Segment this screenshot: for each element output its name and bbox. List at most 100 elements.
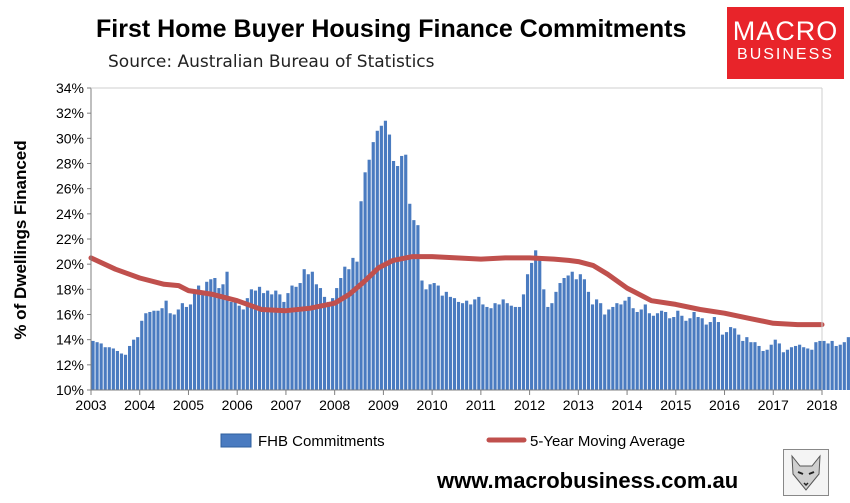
bar [684,320,688,390]
bar [692,311,696,390]
bar [582,279,586,390]
y-axis-label: % of Dwellings Financed [11,140,30,339]
logo-line-1: MACRO [732,16,839,46]
bar [749,342,753,390]
bar [643,304,647,390]
bar [798,344,802,390]
bar [278,294,282,390]
bar [546,306,550,390]
logo-line-2: BUSINESS [737,46,834,63]
bar [339,278,343,390]
bar [322,296,327,390]
bar [505,303,509,390]
x-tick-label: 2003 [75,397,106,413]
bar [838,344,842,390]
bar [253,290,258,390]
bar [834,345,838,390]
y-tick-label: 26% [56,181,84,197]
bar [107,347,111,390]
bar [493,303,497,390]
bar [611,306,615,390]
bar [806,348,810,390]
bar [534,250,538,390]
bar [485,306,489,390]
x-tick-label: 2010 [417,397,448,413]
bar [627,296,631,390]
bar [489,308,493,390]
bar [802,347,806,390]
bar [765,349,769,390]
bar [635,311,639,390]
bar [651,315,656,390]
bar [335,288,339,390]
bar [298,283,302,390]
bar [465,300,469,390]
bar [156,310,160,390]
bar [745,337,749,390]
bar [197,285,201,390]
chart-legend: FHB Commitments 5-Year Moving Average [220,433,685,450]
chart-subtitle: Source: Australian Bureau of Statistics [108,52,435,72]
bar [676,310,680,390]
bar [525,274,530,390]
bar [513,306,517,390]
bar [359,201,363,390]
y-tick-label: 14% [56,332,84,348]
bar [481,304,485,390]
bar [668,318,672,390]
bar [225,271,229,390]
bar [822,340,826,390]
bar [391,160,396,390]
legend-label-line: 5-Year Moving Average [530,433,685,450]
bar [302,269,306,390]
bar [737,334,741,390]
bar [180,303,184,390]
bar [270,294,274,390]
bar [245,298,249,390]
chart-axes: 10% 12% 14% 16% 18% 20% 22% 24% 26% 28% 30% 32% 34% 2… [56,80,838,413]
bar [201,294,205,390]
bar [144,313,148,390]
bar [282,301,286,390]
bar [664,311,668,390]
bar [631,308,635,390]
bar [132,339,136,390]
bar [123,354,128,390]
bar [184,306,189,390]
x-tick-label: 2007 [270,397,301,413]
y-tick-label: 10% [56,382,84,398]
bar [310,271,314,390]
bar [237,305,241,390]
bar [111,348,115,390]
bar [521,294,526,390]
legend-swatch-bars [220,433,252,448]
bar [140,320,144,390]
bar [314,284,318,390]
line-series [88,254,825,328]
bar [404,154,408,390]
bar [188,304,193,390]
bar [517,306,522,390]
y-tick-label: 32% [56,105,84,121]
bar [152,310,156,390]
bar [205,281,209,390]
bar [639,309,643,390]
y-tick-label: 22% [56,231,84,247]
x-tick-label: 2005 [173,397,204,413]
y-tick-label: 34% [56,80,84,96]
bar [383,120,388,390]
bar [603,314,607,390]
bar [842,342,846,390]
bar [578,274,582,390]
bar [607,309,611,390]
bar [460,303,465,390]
bar [351,257,355,391]
bar [659,310,664,390]
bar [818,340,822,390]
bar [233,298,237,390]
bar [452,298,457,390]
bar [700,318,704,390]
bar [331,298,335,390]
bar [217,288,221,390]
bar [115,350,119,390]
